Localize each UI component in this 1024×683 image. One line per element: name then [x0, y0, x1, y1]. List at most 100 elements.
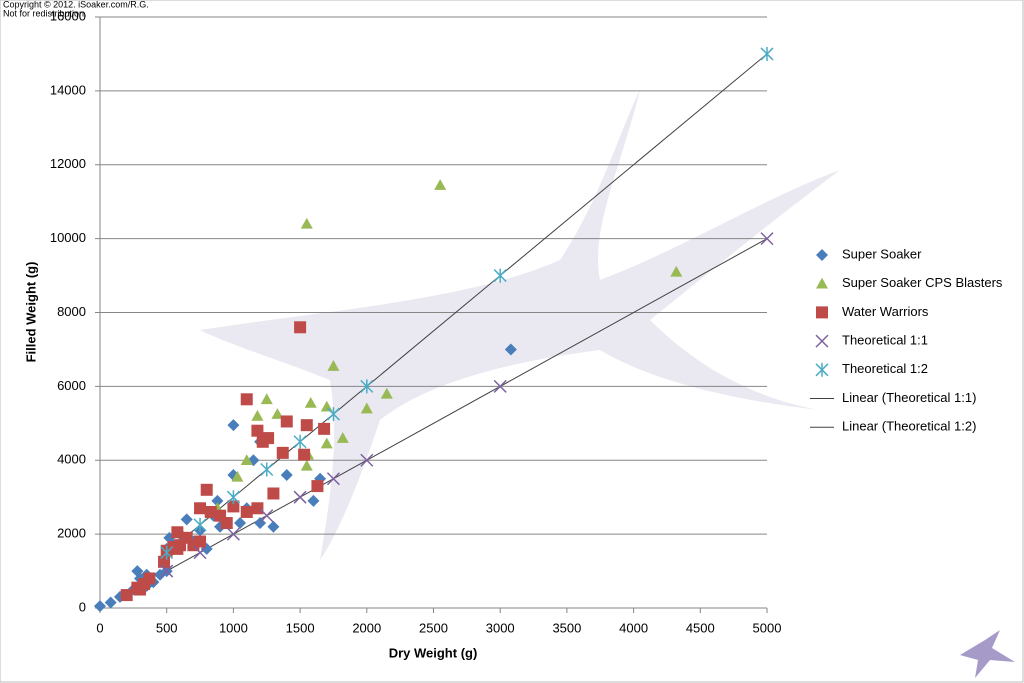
point — [280, 415, 293, 428]
point — [434, 179, 447, 190]
point — [504, 343, 517, 356]
point — [280, 469, 293, 482]
point — [94, 600, 106, 613]
legend-label: Super Soaker CPS Blasters — [842, 275, 1003, 290]
x-tick-label: 500 — [156, 620, 178, 635]
point — [307, 494, 320, 507]
x-tick-label: 3500 — [552, 620, 581, 635]
point — [251, 424, 264, 437]
x-tick-label: 0 — [96, 620, 103, 635]
x-tick-label: 4500 — [686, 620, 715, 635]
point — [493, 379, 507, 393]
y-tick-label: 12000 — [50, 156, 86, 171]
point — [271, 408, 284, 419]
x-tick-label: 2000 — [352, 620, 381, 635]
point — [293, 490, 307, 504]
point — [234, 517, 247, 530]
point — [240, 505, 253, 518]
y-tick-label: 6000 — [57, 378, 86, 393]
point — [211, 494, 224, 507]
y-tick-label: 4000 — [57, 452, 86, 467]
point — [493, 268, 507, 283]
point — [300, 419, 313, 432]
point — [267, 520, 280, 533]
point — [260, 462, 274, 477]
x-tick-label: 5000 — [753, 620, 782, 635]
point — [104, 596, 117, 609]
legend-marker — [815, 334, 829, 348]
legend-label: Theoretical 1:2 — [842, 361, 928, 376]
point — [227, 419, 240, 432]
point — [160, 564, 174, 578]
legend-marker — [816, 249, 828, 261]
point — [240, 454, 253, 466]
point — [251, 409, 264, 421]
y-axis-title: Filled Weight (g) — [23, 262, 38, 363]
legend-marker — [816, 277, 828, 289]
point — [158, 555, 171, 568]
point — [240, 393, 253, 406]
point — [760, 232, 774, 246]
point — [320, 437, 333, 449]
point — [304, 396, 317, 408]
x-tick-label: 1000 — [219, 620, 248, 635]
point — [360, 402, 373, 414]
point — [336, 432, 349, 443]
point — [231, 470, 244, 482]
point — [260, 509, 274, 523]
legend-label: Linear (Theoretical 1:2) — [842, 419, 976, 434]
x-axis-title: Dry Weight (g) — [389, 645, 478, 660]
point — [194, 535, 207, 548]
point — [326, 407, 340, 422]
point — [670, 265, 683, 277]
point — [160, 545, 174, 560]
point — [294, 321, 307, 334]
watermark — [200, 90, 840, 560]
point — [204, 505, 217, 518]
y-tick-label: 14000 — [50, 82, 86, 97]
copyright: Copyright © 2012. iSoaker.com/R.G. — [3, 0, 149, 9]
point — [226, 527, 240, 541]
y-tick-label: 2000 — [57, 526, 86, 541]
legend-marker — [815, 362, 829, 377]
point — [171, 526, 184, 539]
point — [326, 472, 340, 486]
point — [194, 502, 207, 515]
point — [227, 500, 240, 513]
point — [260, 393, 273, 405]
point — [360, 379, 374, 394]
point — [300, 217, 313, 229]
point — [276, 446, 289, 459]
point — [320, 400, 333, 412]
x-tick-label: 3000 — [486, 620, 515, 635]
point — [131, 581, 144, 594]
legend-label: Super Soaker — [842, 246, 922, 261]
point — [180, 513, 193, 526]
point — [171, 542, 184, 555]
point — [380, 387, 393, 399]
point — [214, 509, 227, 522]
point — [327, 360, 340, 371]
y-tick-label: 16000 — [50, 8, 86, 23]
y-tick-label: 10000 — [50, 230, 86, 245]
point — [120, 589, 133, 602]
copyright: Not for redistribution. — [3, 8, 87, 18]
legend-label: Water Warriors — [842, 304, 929, 319]
legend-marker — [816, 306, 828, 319]
point — [318, 422, 331, 435]
point — [360, 453, 374, 467]
point — [200, 483, 213, 496]
point — [251, 502, 264, 515]
x-tick-label: 1500 — [286, 620, 315, 635]
point — [300, 459, 313, 471]
point — [267, 487, 280, 500]
point — [256, 435, 269, 448]
y-tick-label: 0 — [79, 599, 86, 614]
point — [193, 546, 207, 560]
point — [293, 434, 307, 449]
point — [311, 480, 324, 493]
logo — [960, 630, 1015, 678]
point — [193, 517, 207, 532]
x-tick-label: 4000 — [619, 620, 648, 635]
